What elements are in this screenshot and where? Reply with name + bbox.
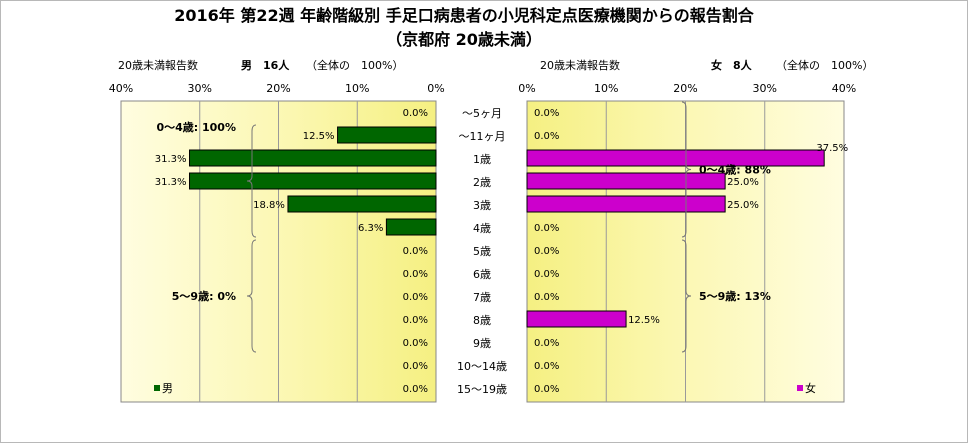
female-x-tick-label: 10% — [594, 82, 618, 95]
category-label: 7歳 — [473, 291, 491, 304]
male-header-label: 20歳未満報告数 — [118, 59, 198, 72]
male-bar — [337, 126, 437, 144]
male-value-label: 31.3% — [155, 154, 187, 165]
male-value-label: 31.3% — [155, 177, 187, 188]
chart-subtitle: （京都府 20歳未満） — [386, 30, 542, 49]
male-x-tick-label: 0% — [427, 82, 444, 95]
female-value-label: 0.0% — [534, 269, 559, 280]
male-age-bracket — [246, 124, 257, 238]
male-header-count: 男 16人 — [241, 58, 290, 72]
female-bracket-label: 0～4歳: 88% — [699, 163, 771, 177]
male-x-tick-label: 20% — [266, 82, 290, 95]
female-value-label: 12.5% — [628, 315, 660, 326]
female-value-label: 0.0% — [534, 361, 559, 372]
category-label: 4歳 — [473, 222, 491, 235]
male-value-label: 0.0% — [403, 338, 428, 349]
female-bracket-label: 5～9歳: 13% — [699, 289, 771, 303]
female-header-label: 20歳未満報告数 — [540, 59, 620, 72]
category-label: 9歳 — [473, 337, 491, 350]
male-value-label: 0.0% — [403, 108, 428, 119]
female-bar — [526, 310, 627, 328]
male-bar — [287, 195, 437, 213]
category-label: 5歳 — [473, 245, 491, 258]
category-label: 8歳 — [473, 314, 491, 327]
age-group-brackets: 0～4歳: 100% 5～9歳: 0% 0～4歳: 88% 5～9歳: 13% — [156, 101, 771, 353]
male-bar — [189, 172, 437, 190]
male-x-tick-label: 40% — [109, 82, 133, 95]
female-value-label: 0.0% — [534, 131, 559, 142]
female-value-label: 0.0% — [534, 384, 559, 395]
female-value-label: 25.0% — [727, 177, 759, 188]
female-value-label: 0.0% — [534, 338, 559, 349]
male-value-label: 0.0% — [403, 246, 428, 257]
male-x-tick-label: 10% — [345, 82, 369, 95]
male-legend-label: 男 — [162, 382, 173, 395]
female-header-note: （全体の 100%） — [776, 58, 873, 72]
female-x-tick-label: 30% — [753, 82, 777, 95]
female-value-label: 37.5% — [816, 143, 848, 154]
male-value-label: 0.0% — [403, 361, 428, 372]
female-value-label: 0.0% — [534, 223, 559, 234]
male-bar — [385, 218, 437, 236]
male-bar — [189, 149, 437, 167]
male-value-label: 0.0% — [403, 292, 428, 303]
female-bar — [526, 149, 825, 167]
male-value-label: 12.5% — [303, 131, 335, 142]
category-label: 10～14歳 — [457, 360, 507, 373]
male-value-label: 0.0% — [403, 269, 428, 280]
female-value-label: 0.0% — [534, 292, 559, 303]
male-bracket-label: 5～9歳: 0% — [172, 289, 236, 303]
female-value-label: 0.0% — [534, 246, 559, 257]
female-legend-swatch — [797, 385, 803, 391]
female-header-count: 女 8人 — [711, 58, 753, 72]
bars — [189, 126, 825, 328]
male-x-tick-label: 30% — [188, 82, 212, 95]
category-label: 15～19歳 — [457, 383, 507, 396]
category-labels: ～5ヶ月 ～11ヶ月 1歳 2歳 3歳 4歳 5歳 6歳 7歳 8歳 9歳 10～14歳 15～19歳 — [457, 107, 507, 396]
female-legend-label: 女 — [805, 381, 816, 395]
female-x-tick-label: 0% — [518, 82, 535, 95]
category-label: 6歳 — [473, 268, 491, 281]
male-legend-swatch — [154, 385, 160, 391]
category-label: 3歳 — [473, 199, 491, 212]
axis-ticks: 40% 30% 20% 10% 0% 0% 10% 20% 30% 40% — [109, 82, 856, 95]
male-age-bracket — [246, 239, 257, 353]
category-label: 2歳 — [473, 176, 491, 189]
female-bar — [526, 172, 726, 190]
male-header-note: （全体の 100%） — [306, 58, 403, 72]
female-bar — [526, 195, 726, 213]
chart-title: 2016年 第22週 年齢階級別 手足口病患者の小児科定点医療機関からの報告割合 — [174, 6, 755, 25]
female-age-bracket — [681, 101, 692, 238]
female-age-bracket — [681, 239, 692, 353]
male-value-label: 0.0% — [403, 315, 428, 326]
category-label: ～5ヶ月 — [462, 107, 502, 120]
category-label: 1歳 — [473, 153, 491, 166]
male-value-label: 0.0% — [403, 384, 428, 395]
female-value-label: 0.0% — [534, 108, 559, 119]
male-value-label: 6.3% — [358, 223, 383, 234]
value-labels: 0.0% 12.5% 31.3% 31.3% 18.8% 6.3% 0.0% 0.0% 0.0%… — [155, 108, 848, 395]
female-x-tick-label: 40% — [832, 82, 856, 95]
female-x-tick-label: 20% — [673, 82, 697, 95]
category-label: ～11ヶ月 — [459, 130, 506, 143]
male-bracket-label: 0～4歳: 100% — [156, 120, 236, 134]
female-value-label: 25.0% — [727, 200, 759, 211]
male-value-label: 18.8% — [253, 200, 285, 211]
